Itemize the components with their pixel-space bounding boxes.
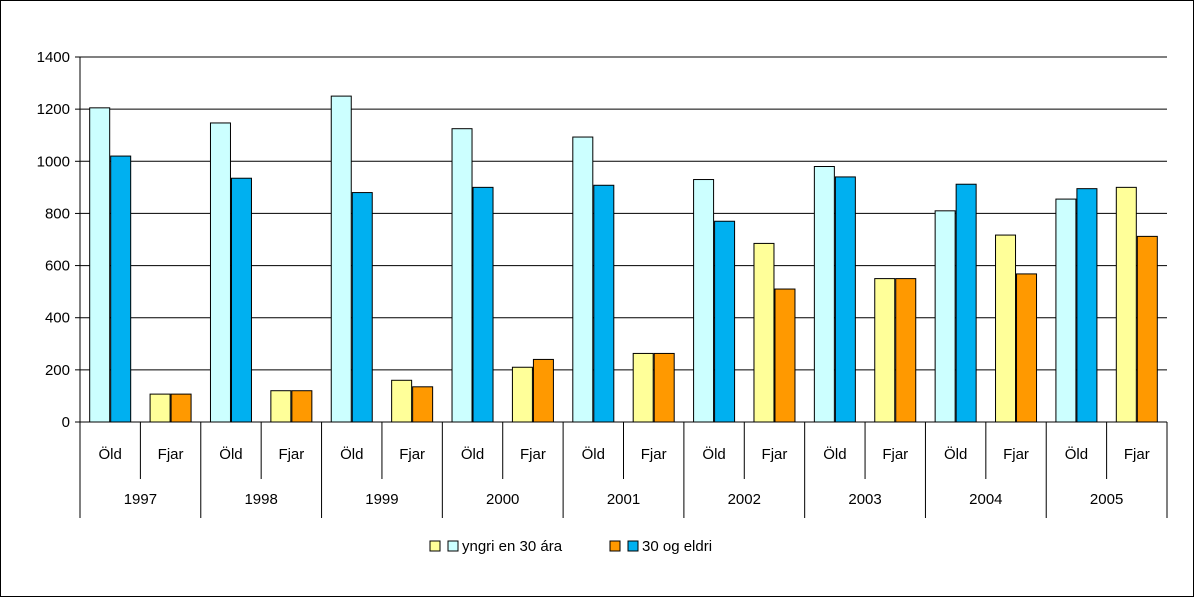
bar-2005-Fjar-eldri	[1136, 235, 1158, 423]
bar-2000-Fjar-yngri	[511, 366, 533, 423]
x-group-label: 2005	[1090, 491, 1123, 508]
bar-2003-Öld-yngri	[813, 166, 835, 423]
axes: 0 200 400 600 800 1000 1200 1400 Öld Fjar 1997 Öld F…	[37, 49, 1168, 518]
x-group-label: 2000	[486, 491, 519, 508]
x-group-label: 2004	[969, 491, 1002, 508]
bar-2001-Öld-yngri	[572, 136, 594, 423]
bar-1998-Fjar-eldri	[291, 390, 313, 423]
bar-2000-Fjar-eldri	[532, 358, 554, 423]
gridlines	[80, 56, 1167, 423]
bar-1999-Öld-yngri	[330, 95, 352, 423]
bar-1997-Öld-yngri	[89, 107, 111, 423]
x-group-label: 2002	[728, 491, 761, 508]
x-subcategory-label: Fjar	[1124, 446, 1150, 463]
x-subcategory-label: Öld	[99, 445, 122, 463]
y-tick-label: 400	[45, 310, 70, 327]
bar-1998-Öld-yngri	[209, 122, 231, 423]
x-subcategory-label: Fjar	[882, 446, 908, 463]
bar-2000-Öld-eldri	[472, 186, 494, 423]
legend-swatch-eldri-fjar	[609, 540, 621, 552]
y-tick-label: 600	[45, 258, 70, 275]
bar-2005-Fjar-yngri	[1115, 186, 1137, 423]
bar-2004-Fjar-yngri	[995, 234, 1017, 423]
y-tick-label: 1400	[37, 49, 70, 66]
legend: yngri en 30 ára 30 og eldri	[429, 538, 712, 555]
y-tick-label: 0	[62, 414, 70, 431]
x-group-label: 1999	[365, 491, 398, 508]
bar-2004-Öld-yngri	[934, 210, 956, 423]
bar-2003-Öld-eldri	[834, 176, 856, 423]
bar-1999-Fjar-yngri	[391, 379, 413, 423]
x-subcategory-label: Öld	[944, 445, 967, 463]
bar-2002-Fjar-yngri	[753, 242, 775, 423]
x-subcategory-label: Fjar	[762, 446, 788, 463]
x-subcategory-label: Fjar	[641, 446, 667, 463]
bar-1999-Öld-eldri	[351, 192, 373, 423]
bar-2000-Öld-yngri	[451, 128, 473, 423]
x-subcategory-label: Öld	[219, 445, 242, 463]
bar-2004-Fjar-eldri	[1016, 273, 1038, 423]
x-subcategory-label: Öld	[582, 445, 605, 463]
legend-label-yngri: yngri en 30 ára	[462, 538, 563, 555]
bar-2003-Fjar-eldri	[895, 278, 917, 423]
x-subcategory-label: Öld	[823, 445, 846, 463]
bar-2001-Öld-eldri	[593, 184, 615, 423]
bar-1998-Fjar-yngri	[270, 390, 292, 423]
y-tick-label: 1200	[37, 101, 70, 118]
x-subcategory-label: Öld	[702, 445, 725, 463]
bar-2002-Öld-yngri	[693, 179, 715, 423]
x-subcategory-label: Öld	[1065, 445, 1088, 463]
x-group-label: 1998	[244, 491, 277, 508]
x-subcategory-label: Fjar	[399, 446, 425, 463]
x-subcategory-label: Öld	[340, 445, 363, 463]
bar-1997-Fjar-eldri	[170, 393, 192, 423]
x-subcategory-label: Fjar	[520, 446, 546, 463]
x-group-label: 1997	[124, 491, 157, 508]
legend-swatch-yngri-old	[447, 540, 459, 552]
legend-label-eldri: 30 og eldri	[642, 538, 712, 555]
legend-swatch-eldri-old	[627, 540, 639, 552]
plot-area	[80, 57, 1167, 422]
bar-2003-Fjar-yngri	[874, 278, 896, 423]
bar-2001-Fjar-yngri	[632, 352, 654, 423]
bar-2004-Öld-eldri	[955, 183, 977, 423]
y-tick-label: 800	[45, 205, 70, 222]
bar-1999-Fjar-eldri	[412, 386, 434, 423]
y-tick-label: 1000	[37, 153, 70, 170]
bar-1998-Öld-eldri	[230, 177, 252, 423]
x-subcategory-label: Fjar	[158, 446, 184, 463]
y-tick-label: 200	[45, 362, 70, 379]
bar-2001-Fjar-eldri	[653, 352, 675, 423]
legend-swatch-yngri-fjar	[429, 540, 441, 552]
bar-2005-Öld-eldri	[1076, 188, 1098, 423]
x-subcategory-label: Öld	[461, 445, 484, 463]
bar-1997-Fjar-yngri	[149, 393, 171, 423]
x-subcategory-label: Fjar	[1003, 446, 1029, 463]
x-group-label: 2001	[607, 491, 640, 508]
bar-2002-Fjar-eldri	[774, 288, 796, 423]
bar-2005-Öld-yngri	[1055, 198, 1077, 423]
x-group-label: 2003	[848, 491, 881, 508]
x-subcategory-label: Fjar	[278, 446, 304, 463]
bar-2002-Öld-eldri	[714, 220, 736, 423]
bar-1997-Öld-eldri	[110, 155, 132, 423]
